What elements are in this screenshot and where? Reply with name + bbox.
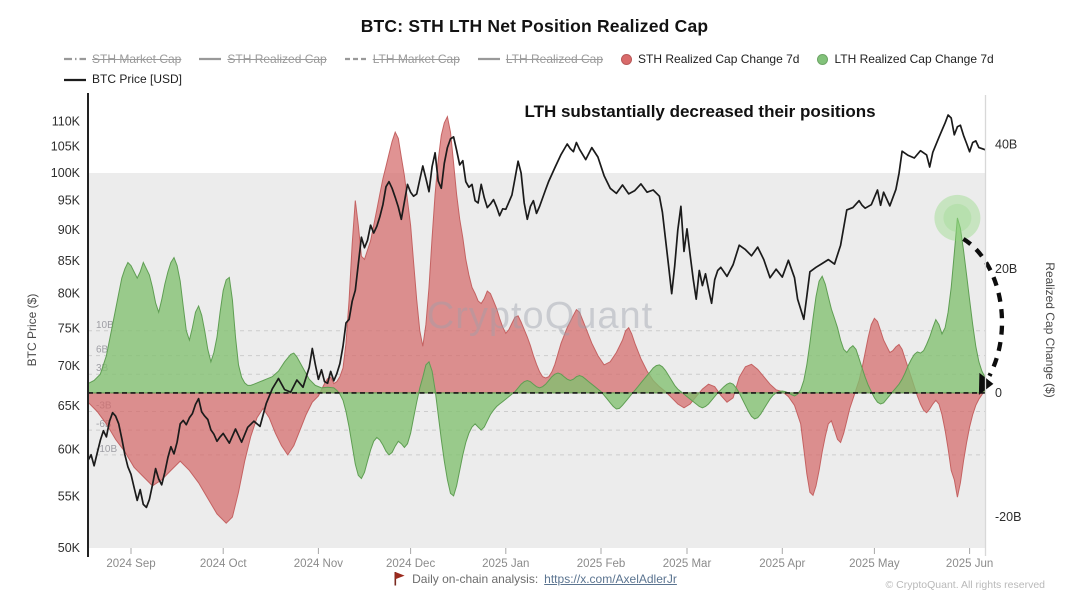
x-axis-tick-label: 2024 Dec <box>386 558 435 570</box>
right-axis-tick-label: 40B <box>995 138 1017 152</box>
left-axis-tick-label: 85K <box>58 254 81 268</box>
copyright: © CryptoQuant. All rights reserved <box>885 579 1045 591</box>
sth-market-cap-dashdot-line-icon <box>64 58 86 61</box>
sth-realized-cap-change-7d-dot-icon <box>621 53 633 65</box>
legend-item-btc-price-usd[interactable]: BTC Price [USD] <box>64 69 182 89</box>
left-axis-title: BTC Price ($) <box>25 294 39 367</box>
left-axis-tick-label: 105K <box>51 140 81 154</box>
x-axis-tick-label: 2025 May <box>849 558 900 570</box>
watermark: CryptoQuant <box>427 295 653 337</box>
footer-link[interactable]: https://x.com/AxelAdlerJr <box>544 571 677 586</box>
btc-price-usd-line-series <box>88 114 985 509</box>
series-layer <box>88 114 985 524</box>
right-axis-tick-label: 0 <box>995 386 1002 400</box>
right-axis-tick-label: 20B <box>995 262 1017 276</box>
highlight-circle <box>934 194 981 241</box>
legend-label: STH Realized Cap Change 7d <box>638 52 800 66</box>
arrowhead-icon <box>978 372 994 395</box>
legend-label: LTH Market Cap <box>372 52 460 66</box>
legend-item-sth-realized-cap[interactable]: STH Realized Cap <box>199 49 327 69</box>
x-axis-tick-label: 2025 Jun <box>946 558 993 570</box>
footer-text: Daily on-chain analysis: <box>412 571 539 586</box>
x-axis-tick-label: 2024 Sep <box>106 558 155 570</box>
left-axis-tick-label: 80K <box>58 287 81 301</box>
legend-row-1: STH Market Cap STH Realized Cap LTH Market… <box>64 49 1061 69</box>
x-axis-tick-label: 2025 Apr <box>759 558 805 570</box>
inner-gridline-label: 10B <box>96 320 114 331</box>
legend-label: LTH Realized Cap Change 7d <box>834 52 994 66</box>
left-axis-tick-label: 75K <box>58 322 81 336</box>
footer: Daily on-chain analysis: https://x.com/A… <box>393 571 677 586</box>
flag-icon <box>393 571 406 586</box>
lth-realized-cap-solid-line-icon <box>477 58 500 61</box>
lth-realized-cap-change-7d-dot-icon <box>817 53 829 65</box>
right-axis-title: Realized Cap Change ($) <box>1043 262 1057 397</box>
legend-label: LTH Realized Cap <box>505 52 604 66</box>
legend-item-sth-realized-cap-change-7d[interactable]: STH Realized Cap Change 7d <box>621 49 799 69</box>
legend-item-lth-realized-cap[interactable]: LTH Realized Cap <box>477 49 604 69</box>
inner-gridline-label: -10B <box>96 444 117 455</box>
legend-label: STH Market Cap <box>92 52 182 66</box>
left-axis-tick-label: 95K <box>58 194 81 208</box>
legend-item-lth-market-cap[interactable]: LTH Market Cap <box>344 49 460 69</box>
legend: STH Market Cap STH Realized Cap LTH Market… <box>64 49 1061 90</box>
dashed-arrow <box>962 237 1005 377</box>
inner-gridline-label: 6B <box>96 345 109 356</box>
left-axis-tick-label: 110K <box>52 114 81 128</box>
legend-row-2: BTC Price [USD] <box>64 69 1061 89</box>
x-axis-tick-label: 2025 Feb <box>577 558 626 570</box>
lth-realized-cap-change-7d-area-series <box>88 217 985 497</box>
left-axis-tick-label: 90K <box>58 223 81 237</box>
left-axis-tick-label: 50K <box>58 541 81 555</box>
left-axis-tick-label: 55K <box>58 489 81 503</box>
highlight-circle-core <box>943 203 972 232</box>
x-axis-tick-label: 2024 Oct <box>200 558 247 570</box>
left-axis-tick-label: 70K <box>58 359 81 373</box>
lth-market-cap-dashed-line-icon <box>344 58 367 61</box>
sth-realized-cap-solid-line-icon <box>199 58 222 61</box>
legend-item-sth-market-cap[interactable]: STH Market Cap <box>64 49 181 69</box>
legend-item-lth-realized-cap-change-7d[interactable]: LTH Realized Cap Change 7d <box>817 49 994 69</box>
sth-realized-cap-change-7d-area-series <box>88 115 985 524</box>
legend-label: STH Realized Cap <box>227 52 327 66</box>
legend-label: BTC Price [USD] <box>92 72 183 87</box>
left-axis-tick-label: 65K <box>58 399 81 413</box>
x-axis-tick-label: 2025 Jan <box>482 558 529 570</box>
chart-annotation: LTH substantially decreased their positi… <box>524 102 876 121</box>
left-axis-tick-label: 60K <box>58 442 81 456</box>
chart-title: BTC: STH LTH Net Position Realized Cap <box>360 16 709 36</box>
x-axis-tick-label: 2025 Mar <box>663 558 712 570</box>
btc-price-usd-solid-line-icon <box>64 78 86 81</box>
x-axis-tick-label: 2024 Nov <box>294 558 343 570</box>
right-axis-tick-label: -20B <box>995 510 1021 524</box>
left-axis-tick-label: 100K <box>51 166 81 180</box>
